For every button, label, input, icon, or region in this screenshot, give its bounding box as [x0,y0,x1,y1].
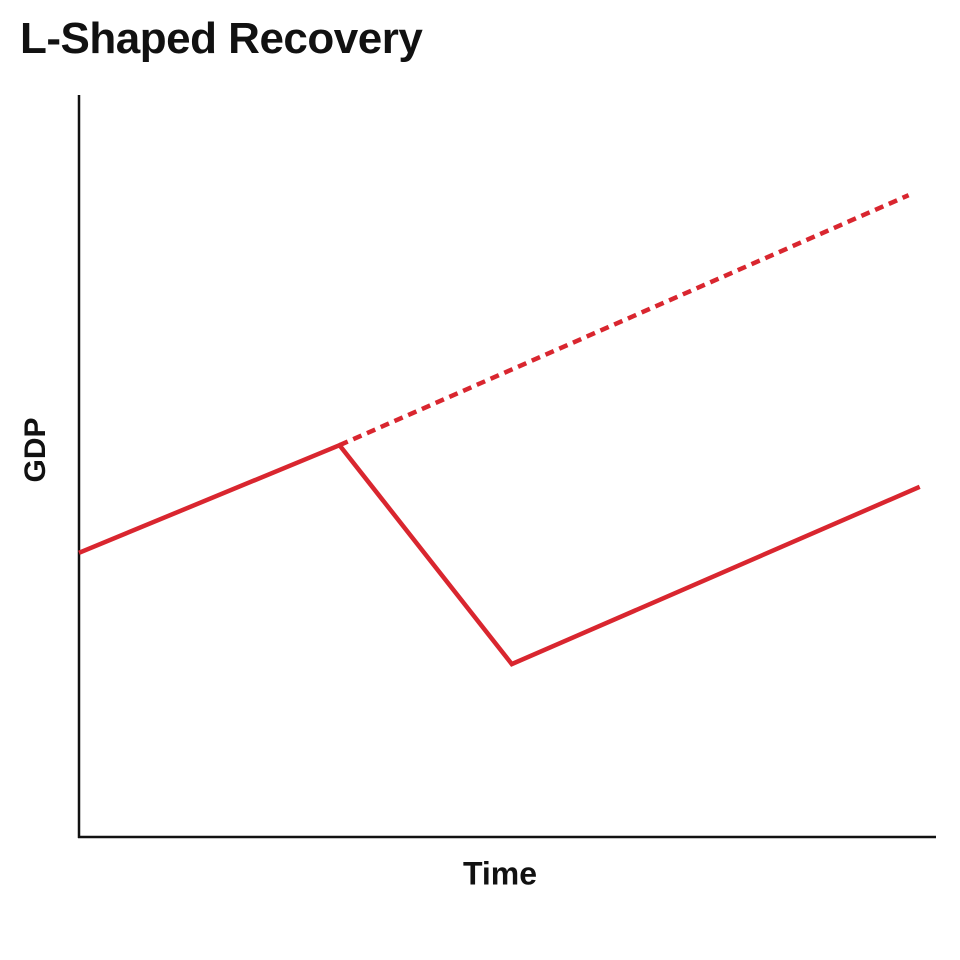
gdp-line-solid [78,442,921,667]
chart-title: L-Shaped Recovery [20,14,423,63]
series-layer [78,193,921,667]
trend-line-dashed [338,193,910,448]
x-axis-label: Time [462,855,538,892]
